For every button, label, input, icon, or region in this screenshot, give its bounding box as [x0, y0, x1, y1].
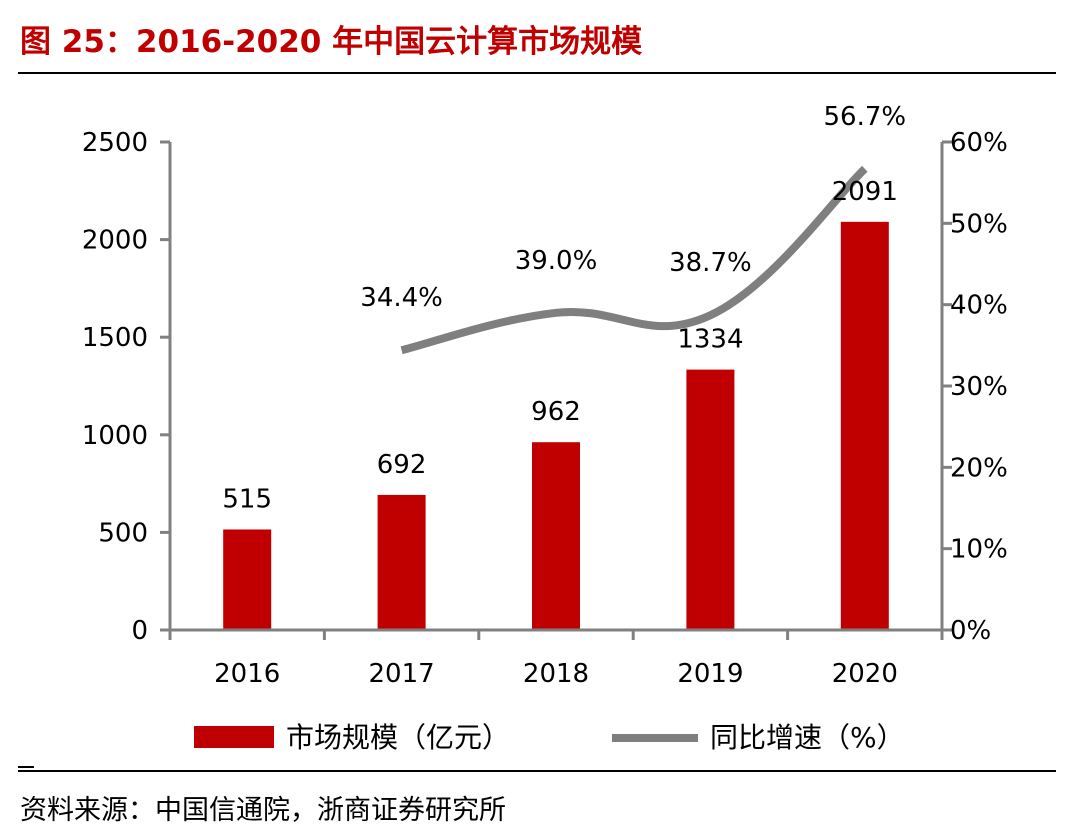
- y-left-tick-label: 0: [131, 616, 148, 646]
- y-right-tick-label: 30%: [950, 372, 1008, 402]
- legend-label-bar: 市场规模（亿元）: [286, 721, 510, 754]
- x-tick-label: 2017: [369, 659, 435, 689]
- bar-2016: [223, 529, 272, 630]
- y-right-tick-label: 10%: [950, 535, 1008, 565]
- bar-value-label: 692: [377, 450, 427, 480]
- bar-2020: [840, 221, 889, 631]
- y-right-tick-label: 20%: [950, 453, 1008, 483]
- x-tick-label: 2018: [523, 659, 589, 689]
- bar-2017: [377, 494, 426, 630]
- growth-value-label: 34.4%: [360, 283, 443, 313]
- bar-value-label: 962: [531, 397, 581, 427]
- bar-2018: [532, 442, 580, 630]
- bar-2019: [686, 369, 735, 630]
- bar-value-label: 515: [222, 484, 272, 514]
- x-tick-label: 2019: [677, 659, 743, 689]
- growth-value-label: 38.7%: [669, 248, 752, 278]
- figure-title: 图 25：2016-2020 年中国云计算市场规模: [20, 24, 643, 60]
- growth-value-label: 56.7%: [823, 102, 906, 132]
- footer-rule: [18, 770, 1056, 772]
- y-right-tick-label: 50%: [950, 209, 1008, 239]
- footer-rule-stub: [18, 766, 34, 768]
- legend-swatch-bar: [194, 726, 274, 748]
- bar-value-label: 1334: [677, 325, 743, 355]
- x-tick-label: 2016: [214, 659, 280, 689]
- title-rule: [18, 72, 1056, 74]
- y-left-tick-label: 2500: [82, 128, 148, 158]
- x-tick-label: 2020: [832, 659, 898, 689]
- bar-value-label: 2091: [832, 177, 898, 207]
- y-right-tick-label: 40%: [950, 291, 1008, 321]
- y-left-tick-label: 1000: [82, 421, 148, 451]
- y-left-tick-label: 1500: [82, 323, 148, 353]
- source-note: 资料来源：中国信通院，浙商证券研究所: [20, 795, 506, 826]
- growth-value-label: 39.0%: [515, 246, 598, 276]
- y-right-tick-label: 0%: [950, 616, 991, 646]
- growth-line: [400, 165, 868, 355]
- legend-label-line: 同比增速（%）: [710, 721, 905, 754]
- y-left-tick-label: 2000: [82, 226, 148, 256]
- y-right-tick-label: 60%: [950, 128, 1008, 158]
- y-left-tick-label: 500: [98, 518, 148, 548]
